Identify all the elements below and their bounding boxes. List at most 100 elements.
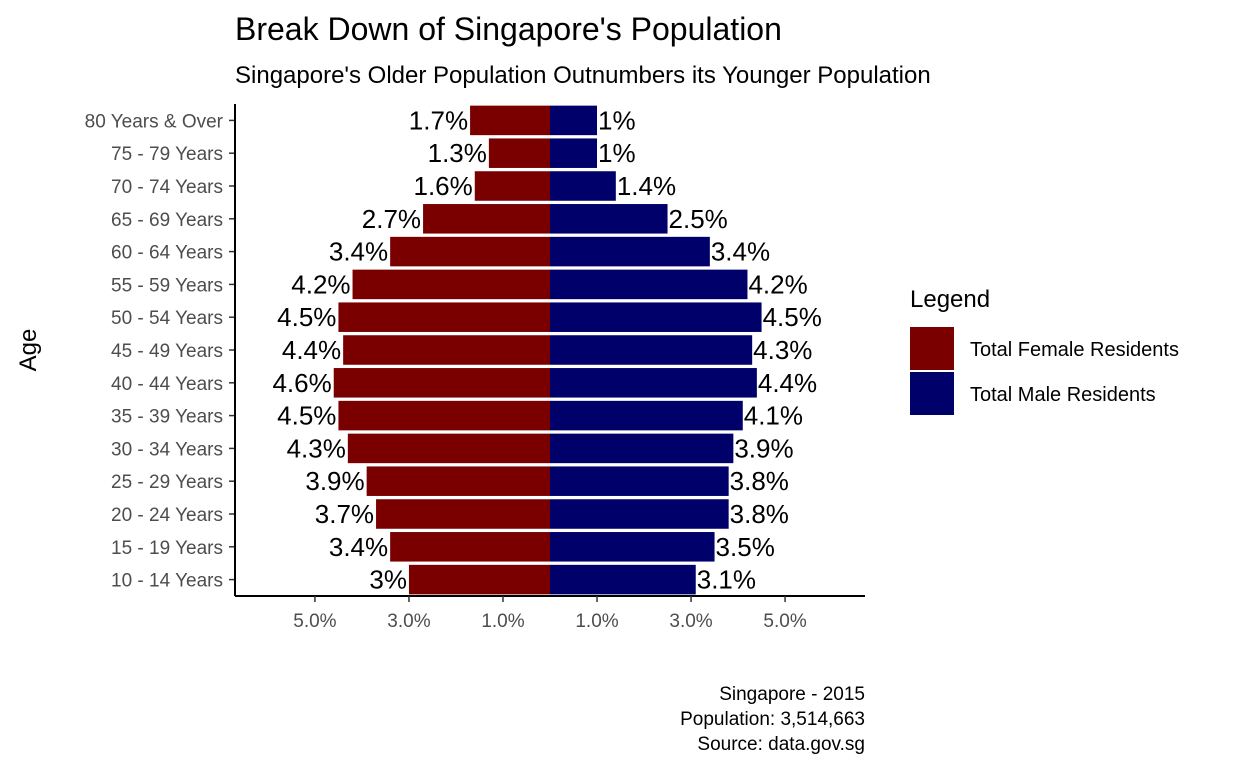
bar-female bbox=[343, 335, 550, 365]
bar-female bbox=[390, 236, 550, 267]
y-tick-label: 55 - 59 Years bbox=[111, 275, 223, 296]
data-label-male: 3.4% bbox=[711, 237, 770, 267]
caption-line-2: Population: 3,514,663 bbox=[680, 709, 865, 730]
data-label-female: 4.5% bbox=[277, 401, 336, 431]
bar-male bbox=[550, 171, 616, 201]
data-label-female: 4.4% bbox=[282, 335, 341, 365]
y-tick-label: 10 - 14 Years bbox=[111, 571, 223, 592]
data-label-male: 3.8% bbox=[730, 466, 789, 496]
bar-female bbox=[423, 204, 550, 234]
bar-male bbox=[550, 466, 729, 496]
y-tick-label: 30 - 34 Years bbox=[111, 439, 223, 460]
data-label-male: 2.5% bbox=[669, 204, 728, 234]
data-label-female: 3.7% bbox=[315, 499, 374, 529]
data-label-female: 1.6% bbox=[414, 171, 473, 201]
data-label-female: 2.7% bbox=[362, 204, 421, 234]
chart-subtitle: Singapore's Older Population Outnumbers … bbox=[235, 62, 931, 89]
data-label-male: 4.5% bbox=[763, 302, 822, 332]
axes-layer: 80 Years & Over 75 - 79 Years 70 - 74 Year… bbox=[85, 104, 865, 632]
y-axis-title: Age bbox=[15, 329, 42, 372]
bar-male bbox=[550, 302, 762, 332]
bar-male bbox=[550, 138, 598, 168]
legend-items: Total Female Residents Total Male Residen… bbox=[910, 327, 1179, 415]
data-label-male: 3.1% bbox=[697, 565, 756, 595]
bar-male bbox=[550, 532, 715, 562]
y-tick-label: 45 - 49 Years bbox=[111, 341, 223, 362]
bar-female bbox=[352, 269, 550, 300]
y-tick-label: 50 - 54 Years bbox=[111, 308, 223, 329]
bar-female bbox=[347, 433, 550, 464]
y-tick-label: 65 - 69 Years bbox=[111, 210, 223, 231]
y-tick-label: 80 Years & Over bbox=[85, 111, 224, 132]
legend-label: Total Male Residents bbox=[970, 384, 1156, 406]
x-tick-label: 1.0% bbox=[575, 611, 618, 632]
y-tick-label: 40 - 44 Years bbox=[111, 374, 223, 395]
bar-male bbox=[550, 204, 668, 234]
legend: Legend Total Female Residents Total Male … bbox=[910, 286, 1179, 415]
data-label-female: 4.5% bbox=[277, 302, 336, 332]
bar-male bbox=[550, 105, 598, 136]
y-tick-label: 35 - 39 Years bbox=[111, 407, 223, 428]
x-tick-label: 3.0% bbox=[387, 611, 430, 632]
y-tick-label: 75 - 79 Years bbox=[111, 144, 223, 165]
caption-line-3: Source: data.gov.sg bbox=[697, 734, 865, 755]
data-label-female: 1.7% bbox=[409, 105, 468, 135]
bar-female bbox=[366, 466, 550, 496]
y-tick-label: 15 - 19 Years bbox=[111, 538, 223, 559]
bar-female bbox=[474, 171, 550, 201]
bar-male bbox=[550, 433, 734, 464]
data-label-male: 3.9% bbox=[734, 433, 793, 463]
bars-layer bbox=[333, 105, 762, 595]
x-tick-label: 1.0% bbox=[481, 611, 524, 632]
data-label-male: 4.1% bbox=[744, 401, 803, 431]
data-label-male: 3.5% bbox=[716, 532, 775, 562]
bar-male bbox=[550, 335, 753, 365]
legend-label: Total Female Residents bbox=[970, 339, 1179, 361]
data-label-male: 4.4% bbox=[758, 368, 817, 398]
legend-swatch bbox=[910, 372, 954, 415]
data-label-female: 3.9% bbox=[305, 466, 364, 496]
bar-female bbox=[408, 564, 550, 595]
bar-male bbox=[550, 564, 696, 595]
chart-title: Break Down of Singapore's Population bbox=[235, 11, 782, 47]
bar-male bbox=[550, 236, 710, 267]
bar-male bbox=[550, 269, 748, 300]
x-tick-label: 5.0% bbox=[293, 611, 336, 632]
bar-labels-layer: 1.7% 1%1.3% 1%1.6% 1.4%2.7% 2.5%3.4% 3.4%4.2%… bbox=[272, 105, 821, 594]
caption-line-1: Singapore - 2015 bbox=[719, 684, 865, 705]
data-label-female: 4.6% bbox=[272, 368, 331, 398]
bar-female bbox=[488, 138, 550, 168]
legend-swatch bbox=[910, 327, 954, 370]
data-label-male: 1.4% bbox=[617, 171, 676, 201]
y-tick-label: 60 - 64 Years bbox=[111, 243, 223, 264]
data-label-female: 3.4% bbox=[329, 237, 388, 267]
bar-female bbox=[333, 368, 550, 398]
bar-male bbox=[550, 499, 729, 529]
bar-male bbox=[550, 400, 743, 431]
data-label-female: 1.3% bbox=[428, 138, 487, 168]
data-label-male: 4.2% bbox=[748, 269, 807, 299]
data-label-female: 3.4% bbox=[329, 532, 388, 562]
bar-female bbox=[390, 532, 550, 562]
y-tick-label: 70 - 74 Years bbox=[111, 177, 223, 198]
data-label-male: 1% bbox=[598, 138, 636, 168]
chart-caption: Singapore - 2015 Population: 3,514,663 S… bbox=[680, 684, 865, 755]
x-tick-label: 3.0% bbox=[669, 611, 712, 632]
x-tick-label: 5.0% bbox=[763, 611, 806, 632]
y-tick-label: 25 - 29 Years bbox=[111, 472, 223, 493]
legend-title: Legend bbox=[910, 286, 990, 313]
data-label-female: 4.3% bbox=[287, 433, 346, 463]
data-label-male: 1% bbox=[598, 105, 636, 135]
data-label-female: 4.2% bbox=[291, 269, 350, 299]
bar-female bbox=[376, 499, 550, 529]
data-label-female: 3% bbox=[369, 565, 407, 595]
y-tick-label: 20 - 24 Years bbox=[111, 505, 223, 526]
data-label-male: 4.3% bbox=[753, 335, 812, 365]
bar-female bbox=[338, 302, 550, 332]
bar-male bbox=[550, 368, 757, 398]
data-label-male: 3.8% bbox=[730, 499, 789, 529]
bar-female bbox=[470, 105, 550, 136]
bar-female bbox=[338, 400, 550, 431]
